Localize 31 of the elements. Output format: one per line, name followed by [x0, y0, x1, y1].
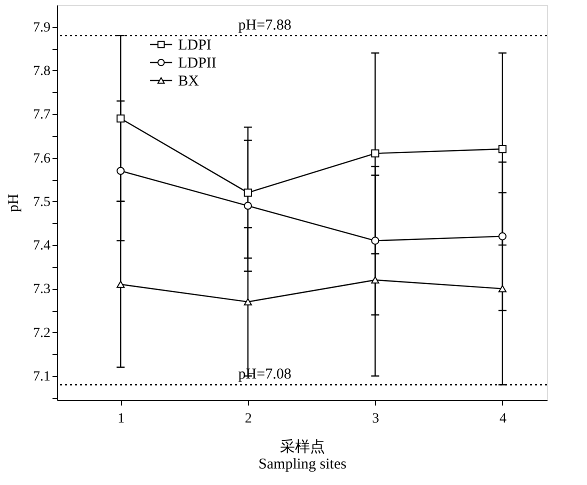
legend-label: BX — [178, 74, 200, 90]
point — [116, 166, 125, 175]
ref-line-label: pH=7.88 — [238, 18, 292, 34]
point — [244, 188, 252, 197]
point — [371, 149, 380, 158]
x-tick-label: 3 — [372, 412, 380, 426]
x-tick-label: 4 — [499, 412, 506, 426]
point — [244, 298, 252, 306]
point — [498, 144, 506, 154]
y-tick-label: 7.2 — [33, 326, 50, 341]
legend-label: LDPII — [178, 56, 216, 72]
point — [116, 280, 125, 288]
x-tick-label: 2 — [244, 412, 252, 426]
y-tick-label: 7.7 — [33, 108, 50, 123]
point — [116, 114, 125, 123]
point — [371, 276, 380, 284]
y-tick-label: 7.9 — [33, 20, 50, 36]
y-tick-label: 7.4 — [33, 238, 50, 254]
y-tick-label: 7.6 — [33, 151, 50, 166]
point — [371, 236, 380, 245]
point — [498, 232, 506, 240]
y-tick-label: 7.8 — [33, 64, 50, 79]
point — [244, 202, 252, 210]
y-tick-label: 7.5 — [33, 194, 50, 210]
y-tick-label: 7.1 — [33, 369, 50, 384]
y-tick-label: 7.3 — [33, 282, 50, 298]
point — [498, 285, 506, 292]
legend-label: LDPI — [178, 38, 212, 54]
y-axis-title: pH — [6, 194, 22, 212]
x-tick-label: 1 — [118, 412, 125, 426]
x-axis-title: 采样点 Sampling sites — [258, 438, 347, 472]
